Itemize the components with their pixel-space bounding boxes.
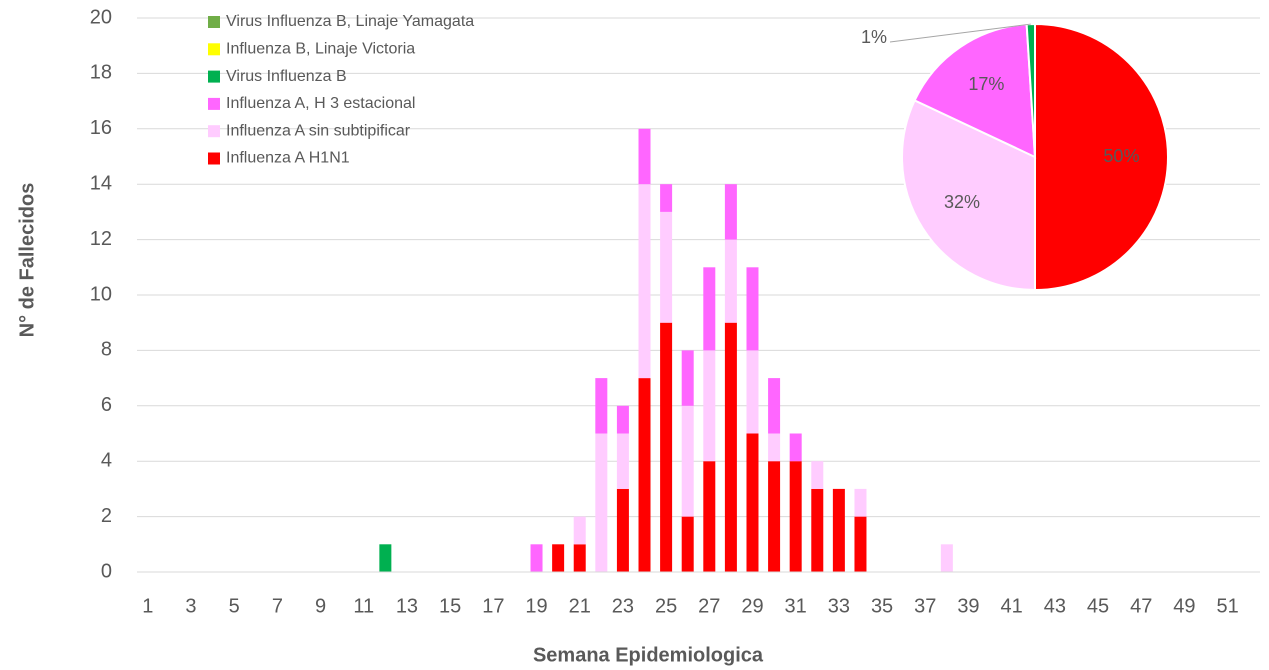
y-axis-title: N° de Fallecidos <box>16 183 38 338</box>
pie-label: 17% <box>968 74 1004 94</box>
bar <box>768 378 781 434</box>
bar <box>703 350 716 462</box>
y-tick-label: 2 <box>101 505 112 527</box>
bar <box>789 433 802 462</box>
y-tick-label: 8 <box>101 339 112 361</box>
bar <box>940 544 953 572</box>
bar <box>789 461 802 572</box>
x-tick-label: 19 <box>525 595 547 617</box>
x-tick-label: 51 <box>1216 595 1238 617</box>
x-tick-label: 39 <box>957 595 979 617</box>
x-tick-label: 31 <box>785 595 807 617</box>
bar <box>746 350 759 434</box>
legend-swatch <box>208 125 220 138</box>
pie-label: 32% <box>944 192 980 212</box>
bar <box>616 488 629 572</box>
bar <box>552 544 565 572</box>
pie-slice <box>901 99 1036 292</box>
x-tick-label: 29 <box>741 595 763 617</box>
y-tick-label: 0 <box>101 560 112 582</box>
bar <box>768 433 781 462</box>
legend-label: Influenza A sin subtipificar <box>226 122 411 139</box>
x-tick-label: 37 <box>914 595 936 617</box>
bar <box>616 433 629 489</box>
x-tick-label: 11 <box>353 595 374 617</box>
x-tick-label: 49 <box>1173 595 1195 617</box>
x-tick-label: 7 <box>272 595 283 617</box>
y-tick-label: 10 <box>90 283 112 305</box>
x-tick-label: 17 <box>482 595 504 617</box>
x-tick-label: 27 <box>698 595 720 617</box>
y-tick-label: 14 <box>90 172 112 194</box>
bar <box>746 433 759 572</box>
bar <box>616 405 629 434</box>
bar <box>660 184 673 212</box>
leader-line <box>889 23 1031 43</box>
y-tick-label: 16 <box>90 117 112 139</box>
legend-label: Virus Influenza B <box>226 68 347 85</box>
bar <box>724 184 737 240</box>
bar <box>573 544 586 572</box>
x-tick-label: 25 <box>655 595 677 617</box>
pie-slice <box>1034 22 1169 292</box>
x-tick-label: 47 <box>1130 595 1152 617</box>
bar <box>724 239 737 323</box>
x-tick-label: 13 <box>396 595 418 617</box>
x-tick-label: 23 <box>612 595 634 617</box>
x-tick-label: 41 <box>1001 595 1023 617</box>
bar <box>811 461 824 489</box>
legend-swatch <box>208 16 220 28</box>
pie-slice <box>913 23 1037 159</box>
bar <box>595 378 608 434</box>
legend-swatch <box>208 43 220 56</box>
bar <box>746 267 759 351</box>
bar <box>832 488 845 572</box>
bar <box>638 184 651 379</box>
bar <box>681 405 694 517</box>
legend-swatch <box>208 97 220 110</box>
bar <box>854 516 867 572</box>
x-tick-label: 33 <box>828 595 850 617</box>
x-tick-label: 21 <box>569 595 591 617</box>
x-tick-label: 35 <box>871 595 893 617</box>
bar <box>530 544 543 572</box>
bar <box>703 461 716 572</box>
x-tick-label: 15 <box>439 595 461 617</box>
pie-label: 1% <box>861 27 887 47</box>
legend-label: Influenza B, Linaje Victoria <box>226 41 415 58</box>
legend-label: Influenza A, H 3 estacional <box>226 95 415 112</box>
bar <box>638 128 651 185</box>
bar <box>703 267 716 351</box>
pie-label: 50% <box>1103 146 1139 166</box>
bar <box>660 211 673 323</box>
x-axis-title: Semana Epidemiologica <box>533 644 764 666</box>
x-tick-label: 9 <box>315 595 326 617</box>
y-tick-label: 18 <box>90 62 112 84</box>
y-tick-label: 20 <box>90 6 112 28</box>
x-tick-label: 43 <box>1044 595 1066 617</box>
bar <box>811 488 824 572</box>
bar <box>638 378 651 572</box>
x-tick-label: 3 <box>185 595 196 617</box>
bar <box>681 350 694 406</box>
y-tick-label: 6 <box>101 394 112 416</box>
y-tick-label: 4 <box>101 449 112 471</box>
bar <box>768 461 781 572</box>
x-tick-label: 1 <box>142 595 153 617</box>
bar <box>379 544 392 572</box>
legend-label: Influenza A H1N1 <box>226 150 350 167</box>
legend-swatch <box>208 70 220 83</box>
legend-swatch <box>208 152 220 165</box>
x-tick-label: 5 <box>229 595 240 617</box>
legend-label: Virus Influenza B, Linaje Yamagata <box>226 13 474 30</box>
bar <box>595 433 608 572</box>
y-tick-label: 12 <box>90 228 112 250</box>
bar <box>681 516 694 572</box>
x-tick-label: 45 <box>1087 595 1109 617</box>
bar <box>573 516 586 545</box>
bar <box>854 488 867 517</box>
bar <box>724 322 737 572</box>
bar <box>660 322 673 572</box>
